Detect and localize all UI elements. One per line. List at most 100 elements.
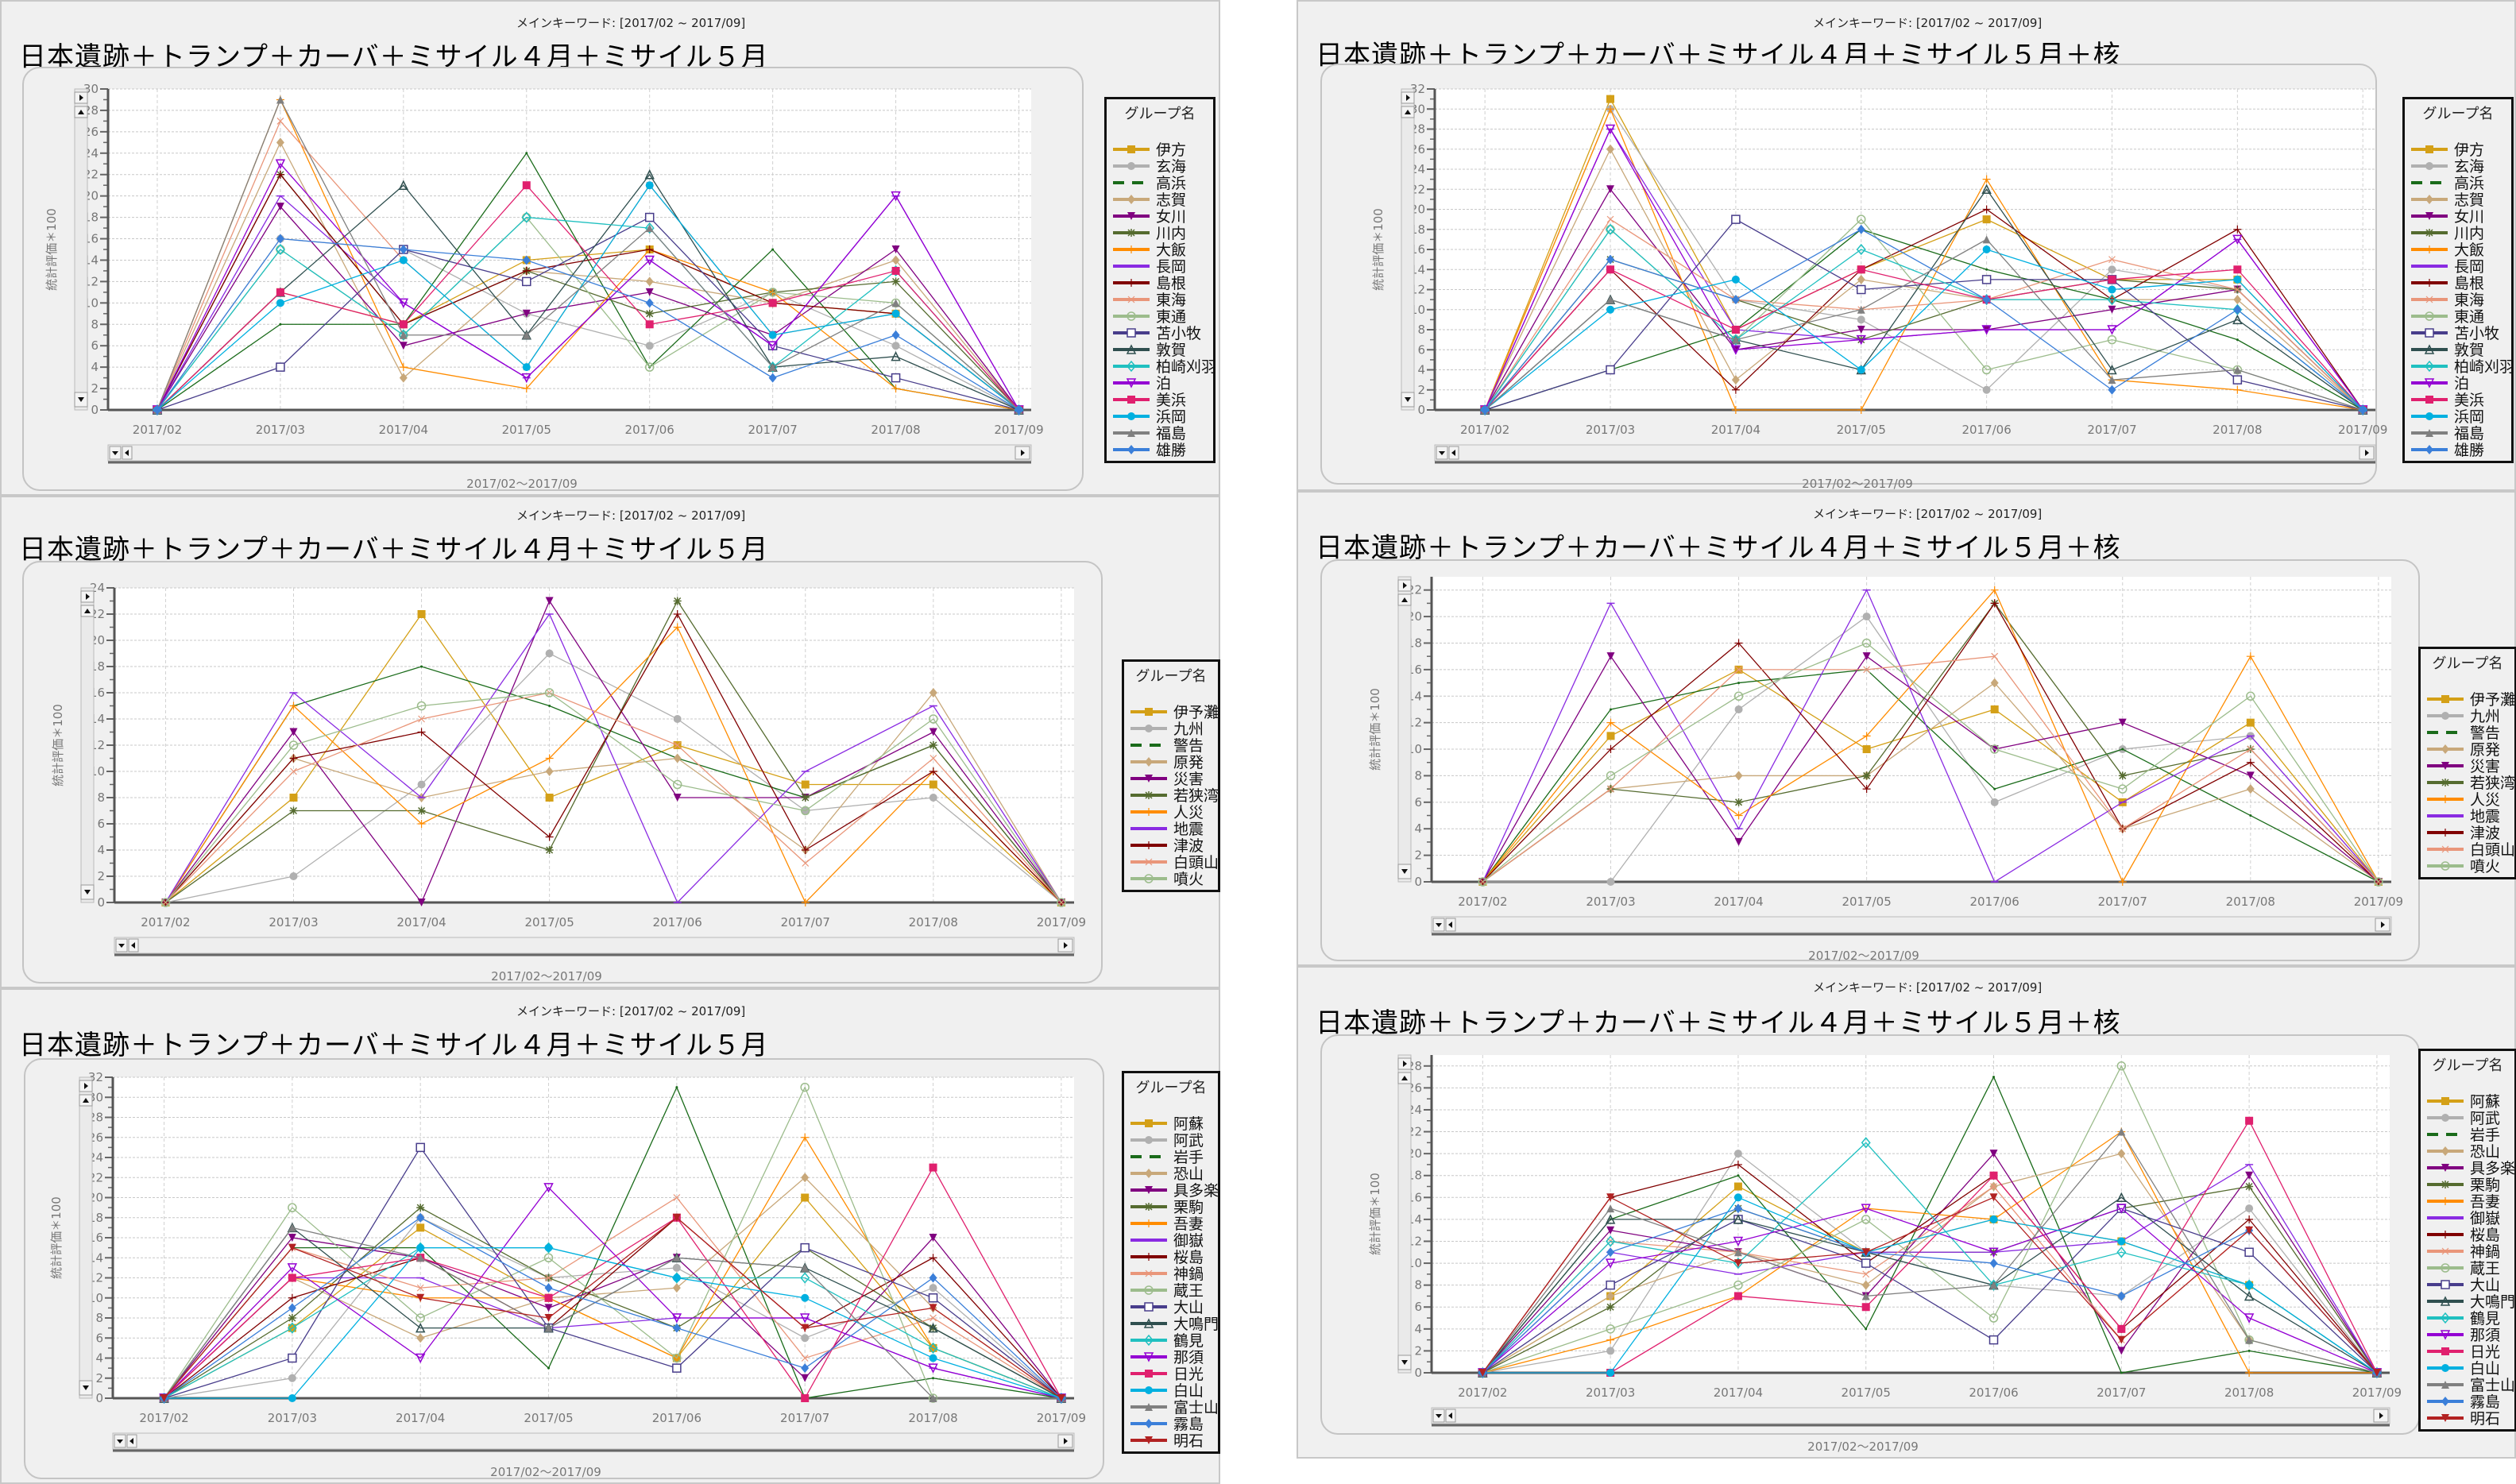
data-point <box>2233 365 2242 374</box>
data-point <box>288 1243 296 1252</box>
legend-label: 霧島 <box>1173 1416 1204 1433</box>
legend-label: 若狭湾 <box>2470 775 2516 792</box>
x-scrollbar[interactable] <box>1431 1407 2390 1427</box>
data-point <box>801 1173 810 1183</box>
legend-marker-icon <box>1130 1285 1167 1295</box>
data-point <box>418 715 425 723</box>
y-scrollbar[interactable] <box>74 88 88 411</box>
series-line <box>1484 218 2363 411</box>
x-scrollbar[interactable] <box>1431 916 2392 936</box>
legend-item: 雄勝 <box>1113 441 1207 459</box>
legend-item: 高浜 <box>1113 174 1207 192</box>
data-point <box>672 1273 681 1282</box>
series-line <box>157 216 1019 411</box>
data-point <box>891 309 900 318</box>
legend-item: 桜島 <box>2427 1226 2508 1244</box>
data-point <box>672 1263 681 1272</box>
legend-marker-icon <box>2427 1247 2464 1254</box>
legend-label: 伊予灘 <box>1173 704 1219 721</box>
y-axis-title: 統計評価＊100 <box>44 208 59 291</box>
data-point <box>420 665 423 668</box>
x-tick-label: 2017/06 <box>1961 423 2011 437</box>
y-scrollbar[interactable] <box>80 587 95 903</box>
arrow-right-icon <box>1021 450 1025 456</box>
series-line <box>164 692 1062 903</box>
data-point <box>417 728 426 736</box>
legend-marker-icon <box>1113 194 1150 204</box>
x-scrollbar[interactable] <box>107 444 1032 464</box>
legend-item: 玄海 <box>2411 157 2505 176</box>
series-line <box>1484 269 2363 411</box>
y-scrollbar[interactable] <box>1401 88 1415 411</box>
data-point <box>768 299 777 307</box>
data-point <box>1731 406 1740 414</box>
legend-marker-icon <box>1130 774 1167 783</box>
y-axis-title: 統計評価＊100 <box>1368 688 1382 771</box>
legend-item: 富士山 <box>1130 1398 1219 1416</box>
data-point <box>417 610 426 618</box>
arrow-right-icon <box>2365 450 2369 456</box>
y-axis-title: 統計評価＊100 <box>1368 1173 1382 1255</box>
legend-marker-icon <box>1130 858 1167 865</box>
legend-label: 苫小牧 <box>1156 325 1202 342</box>
x-tick-label: 2017/05 <box>502 423 551 437</box>
legend-item: 島根 <box>1113 274 1207 292</box>
data-point <box>399 256 408 265</box>
legend-item: 泊 <box>1113 374 1207 392</box>
y-tick-label: 0 <box>95 1391 103 1405</box>
data-point <box>1988 1279 1999 1291</box>
data-point <box>1982 205 1991 214</box>
y-scrollbar[interactable] <box>1397 576 1412 883</box>
data-point <box>644 169 655 180</box>
data-point <box>288 1374 296 1382</box>
legend-label: 御嶽 <box>1173 1232 1204 1250</box>
legend-label: 富士山 <box>2470 1377 2516 1394</box>
data-point <box>288 1223 296 1232</box>
data-point <box>417 820 426 828</box>
legend-label: 津波 <box>2470 825 2501 842</box>
data-point <box>891 245 900 253</box>
y-scrollbar[interactable] <box>1397 1054 1412 1374</box>
legend-marker-icon <box>1130 1402 1167 1411</box>
data-point <box>276 203 284 211</box>
legend-label: 志賀 <box>2454 191 2485 209</box>
y-scrollbar[interactable] <box>79 1076 93 1399</box>
legend-item: 明石 <box>1130 1432 1212 1450</box>
data-point <box>1990 585 1999 594</box>
legend-marker-icon <box>1113 412 1150 420</box>
series-噴火 <box>1478 638 2383 887</box>
series-line <box>1484 249 2363 411</box>
series-line <box>1484 148 2363 411</box>
data-point <box>929 1314 937 1322</box>
x-scrollbar[interactable] <box>1434 444 2376 464</box>
legend-label: 島根 <box>2454 275 2485 292</box>
series-line <box>1484 107 2363 411</box>
legend-label: 富士山 <box>1173 1399 1219 1416</box>
data-point <box>1862 652 1871 661</box>
arrow-down-icon <box>117 1440 123 1443</box>
series-津波 <box>161 610 1065 906</box>
data-point <box>545 846 554 854</box>
x-tick-label: 2017/07 <box>2097 1385 2146 1400</box>
x-scrollbar[interactable] <box>114 937 1075 956</box>
y-tick-label: 4 <box>91 360 99 374</box>
x-tick-label: 2017/08 <box>909 915 958 929</box>
legend-label: 鶴見 <box>1173 1332 1204 1350</box>
x-scrollbar[interactable] <box>112 1432 1075 1452</box>
data-point <box>522 363 531 372</box>
legend-item: 那須 <box>1130 1348 1212 1366</box>
data-point <box>1606 105 1615 114</box>
legend-item: 岩手 <box>2427 1126 2508 1144</box>
series-line <box>164 1136 1062 1399</box>
data-point <box>891 191 901 202</box>
data-point <box>1737 1174 1740 1177</box>
data-point <box>2117 1324 2126 1333</box>
legend-label: 高浜 <box>1156 175 1187 192</box>
legend-label: 吾妻 <box>2470 1193 2501 1211</box>
data-point <box>1989 1150 1998 1158</box>
data-point <box>672 779 682 790</box>
x-tick-label: 2017/07 <box>781 915 830 929</box>
series-line <box>157 238 1019 411</box>
data-point <box>1057 898 1066 907</box>
